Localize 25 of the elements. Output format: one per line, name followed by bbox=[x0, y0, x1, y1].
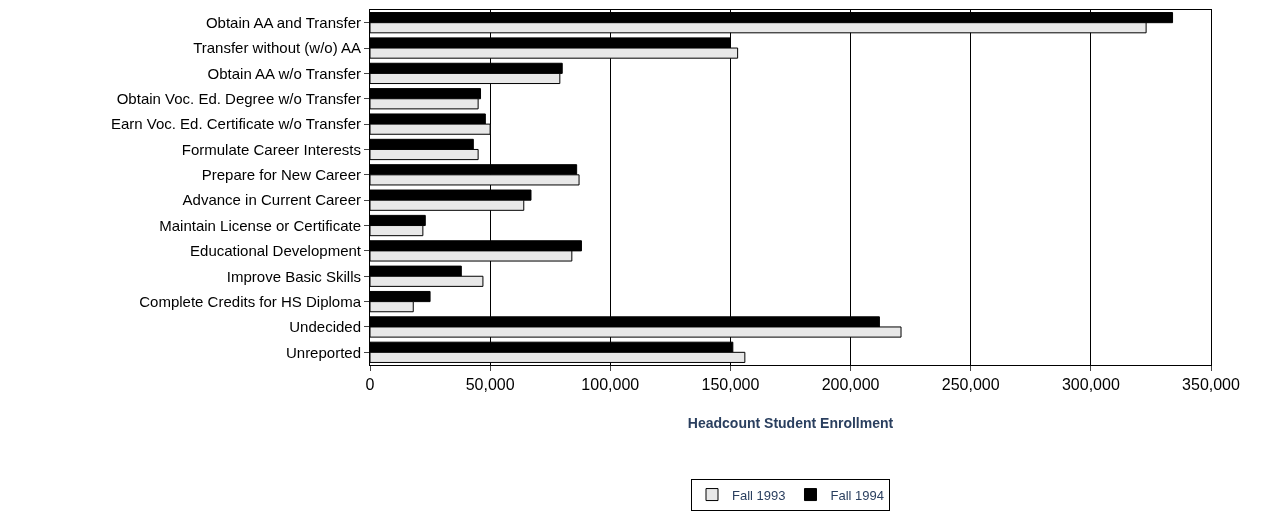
x-axis-title: Headcount Student Enrollment bbox=[687, 414, 894, 431]
y-tick-label: Prepare for New Career bbox=[201, 166, 361, 184]
y-tick-label: Transfer without (w/o) AA bbox=[193, 39, 361, 57]
y-tick-label: Complete Credits for HS Diploma bbox=[139, 292, 362, 310]
y-tick-label: Maintain License or Certificate bbox=[159, 216, 361, 234]
y-tick-label: Obtain AA w/o Transfer bbox=[207, 64, 361, 82]
y-tick-label: Formulate Career Interests bbox=[181, 140, 361, 158]
legend-label: Fall 1994 bbox=[830, 487, 884, 503]
y-tick-label: Undecided bbox=[289, 318, 361, 336]
x-tick-label: 100,000 bbox=[581, 376, 640, 394]
y-tick-label: Unreported bbox=[285, 343, 361, 361]
y-tick-label: Obtain Voc. Ed. Degree w/o Transfer bbox=[116, 90, 361, 107]
legend-label: Fall 1993 bbox=[732, 487, 786, 503]
y-tick-label: Advance in Current Career bbox=[182, 191, 361, 209]
x-tick-label: 0 bbox=[365, 376, 375, 394]
x-tick-label: 300,000 bbox=[1061, 376, 1120, 394]
y-tick-label: Earn Voc. Ed. Certificate w/o Transfer bbox=[110, 115, 361, 133]
y-tick-label: Obtain AA and Transfer bbox=[205, 13, 361, 31]
x-tick-label: 200,000 bbox=[821, 376, 880, 394]
x-tick-label: 250,000 bbox=[941, 376, 1000, 394]
x-tick-label: 350,000 bbox=[1182, 376, 1241, 394]
x-tick-label: 50,000 bbox=[465, 376, 515, 394]
y-tick-label: Improve Basic Skills bbox=[226, 267, 361, 285]
y-tick-label: Educational Development bbox=[190, 242, 362, 260]
x-tick-label: 150,000 bbox=[701, 376, 760, 394]
